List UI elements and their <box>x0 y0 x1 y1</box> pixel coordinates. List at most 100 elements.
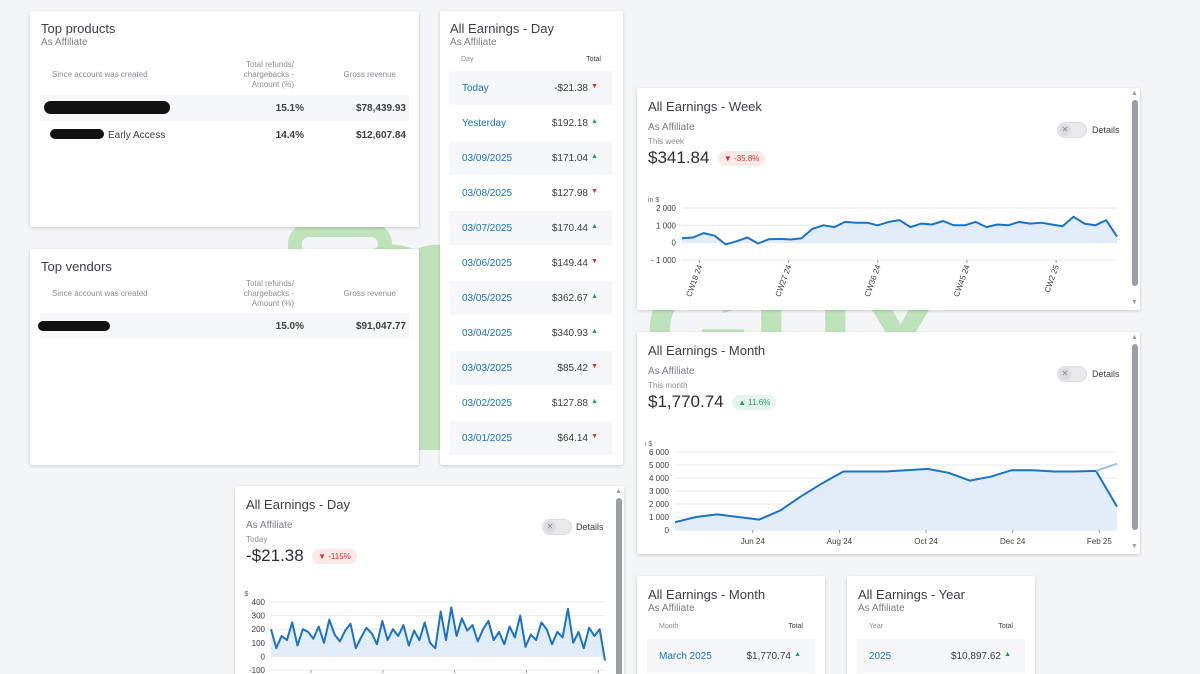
day-cell[interactable]: 03/01/2025 <box>462 433 513 444</box>
trend-down-icon: ▼ <box>591 83 598 90</box>
table-row[interactable]: 15.1% $78,439.93 <box>40 95 409 121</box>
month-chart: in $6 000 5 000 4 000 3 000 2 000 1 000 0 Jun 2… <box>645 441 1118 546</box>
y-tick-label: 400 <box>252 598 266 607</box>
amount-value: $341.84 <box>648 148 710 167</box>
day-cell[interactable]: 03/03/2025 <box>462 363 513 374</box>
x-tick-label: Oct 24 <box>914 537 938 546</box>
week-chart: in $2 000 1 000 0 - 1 000 CW18 24 CW27 24 CW36… <box>648 197 1118 298</box>
col-total: Total <box>998 623 1013 630</box>
amount-value: -$21.38 <box>246 546 304 565</box>
redacted-name <box>38 321 110 331</box>
col-month: Month <box>659 623 679 630</box>
card-title: All Earnings - Year <box>858 587 965 602</box>
table-row[interactable]: Early Access 14.4% $12,607.84 <box>40 122 409 148</box>
scroll-down-icon[interactable]: ▼ <box>1131 543 1138 550</box>
trend-up-icon: ▲ <box>1004 651 1011 658</box>
total-cell: $64.14 <box>557 433 588 444</box>
change-value: 11.6% <box>748 398 771 408</box>
day-cell[interactable]: 03/04/2025 <box>462 328 513 339</box>
y-tick-label: 1 000 <box>656 221 677 230</box>
y-tick-label: 5 000 <box>649 461 670 470</box>
card-subtitle: As Affiliate <box>858 603 905 614</box>
change-value: -35.8% <box>734 154 760 164</box>
day-cell[interactable]: 03/08/2025 <box>462 188 513 199</box>
redacted-name <box>44 101 170 114</box>
table-row[interactable]: Yesterday $192.18 ▲ <box>450 106 612 140</box>
change-badge: ▼ -35.8% <box>717 151 766 167</box>
x-tick-label: CW27 24 <box>774 263 794 298</box>
col-total: Total <box>788 623 803 630</box>
table-row[interactable]: 03/05/2025 $362.67 ▲ <box>450 281 612 315</box>
period-label: Today <box>246 535 268 544</box>
day-cell[interactable]: 03/06/2025 <box>462 258 513 269</box>
table-row[interactable]: 15.0% $91,047.77 <box>38 313 409 339</box>
scrollbar[interactable] <box>1132 344 1138 530</box>
scrollbar[interactable] <box>1132 100 1138 286</box>
col-total: Total <box>586 56 601 63</box>
y-tick-label: - 1 000 <box>651 256 676 265</box>
series-area <box>675 468 1117 530</box>
day-cell[interactable]: 03/07/2025 <box>462 223 513 234</box>
table-row[interactable]: 03/01/2025 $64.14 ▼ <box>450 421 612 455</box>
top-products-card: Top products As Affiliate Since account … <box>30 11 419 227</box>
day-cell[interactable]: 03/02/2025 <box>462 398 513 409</box>
y-tick-label: 4 000 <box>649 474 670 483</box>
total-cell: $192.18 <box>551 118 588 129</box>
table-row[interactable]: Today -$21.38 ▼ <box>450 71 612 105</box>
card-subtitle: As Affiliate <box>450 37 497 48</box>
year-cell[interactable]: 2025 <box>869 651 892 662</box>
scroll-up-icon[interactable]: ▲ <box>1131 334 1138 341</box>
table-row[interactable]: 03/02/2025 $127.88 ▲ <box>450 386 612 420</box>
table-row[interactable]: 03/03/2025 $85.42 ▼ <box>450 351 612 385</box>
scroll-up-icon[interactable]: ▲ <box>615 488 622 495</box>
series-line <box>681 215 1118 246</box>
col-refunds: Total refunds/ chargebacks - Amount (%) <box>243 279 294 308</box>
y-tick-label: 300 <box>252 612 266 621</box>
scroll-down-icon[interactable]: ▼ <box>1131 299 1138 306</box>
col-since: Since account was created <box>52 289 148 298</box>
amount-value: $1,770.74 <box>648 392 724 411</box>
trend-up-icon: ▲ <box>794 651 801 658</box>
table-row[interactable]: 03/09/2025 $171.04 ▲ <box>450 141 612 175</box>
day-cell[interactable]: 03/05/2025 <box>462 293 513 304</box>
details-toggle[interactable]: ✕ <box>1057 122 1087 138</box>
scrollbar[interactable] <box>616 498 622 674</box>
series-line <box>270 606 606 661</box>
trend-up-icon: ▲ <box>591 328 598 335</box>
gross-cell: $12,607.84 <box>355 130 406 141</box>
y-tick-label: 1 000 <box>649 513 670 522</box>
earnings-week-card: All Earnings - Week As Affiliate This we… <box>637 88 1140 310</box>
trend-down-icon: ▼ <box>591 188 598 195</box>
month-cell[interactable]: March 2025 <box>659 651 712 662</box>
table-row[interactable]: March 2025 $1,770.74 ▲ <box>647 639 815 673</box>
trend-down-icon: ▼ <box>591 363 598 370</box>
scroll-up-icon[interactable]: ▲ <box>1131 90 1138 97</box>
refunds-cell: 15.0% <box>275 321 304 332</box>
unit-label: in $ <box>648 197 659 204</box>
unit-label: in $ <box>243 591 248 598</box>
day-cell[interactable]: Yesterday <box>462 118 507 129</box>
day-cell[interactable]: Today <box>462 83 489 94</box>
details-toggle[interactable]: ✕ <box>542 519 572 535</box>
table-row[interactable]: 03/04/2025 $340.93 ▲ <box>450 316 612 350</box>
table-row[interactable]: 03/08/2025 $127.98 ▼ <box>450 176 612 210</box>
series-area <box>682 216 1117 245</box>
total-cell: $170.44 <box>551 223 588 234</box>
table-row[interactable]: 03/06/2025 $149.44 ▼ <box>450 246 612 280</box>
card-subtitle: As Affiliate <box>41 37 88 48</box>
col-year: Year <box>869 623 884 630</box>
details-toggle[interactable]: ✕ <box>1057 366 1087 382</box>
y-tick-label: 6 000 <box>649 448 670 457</box>
card-subtitle: As Affiliate <box>246 520 293 531</box>
table-row[interactable]: 2025 $10,897.62 ▲ <box>857 639 1025 673</box>
day-cell[interactable]: 03/09/2025 <box>462 153 513 164</box>
card-subtitle: As Affiliate <box>648 122 695 133</box>
details-label: Details <box>576 522 604 532</box>
details-label: Details <box>1092 125 1120 135</box>
y-tick-label: -100 <box>249 666 266 674</box>
col-day: Day <box>461 56 474 63</box>
card-title: All Earnings - Month <box>648 587 766 602</box>
total-cell: $10,897.62 <box>950 651 1001 662</box>
y-tick-label: 0 <box>665 526 670 535</box>
table-row[interactable]: 03/07/2025 $170.44 ▲ <box>450 211 612 245</box>
